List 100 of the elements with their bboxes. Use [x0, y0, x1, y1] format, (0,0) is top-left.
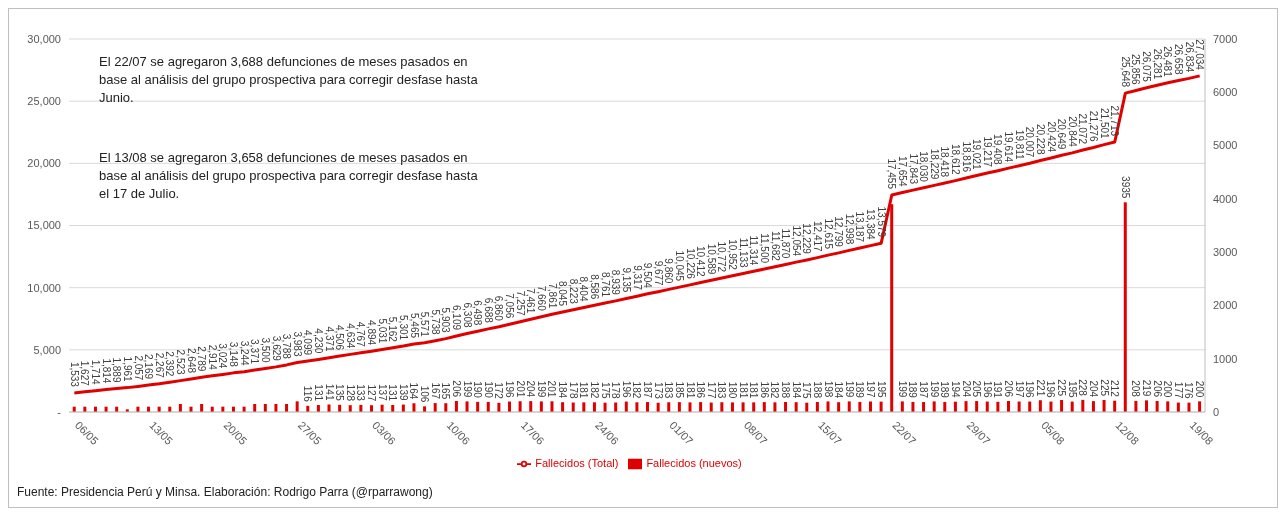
data-label: 3,148: [228, 341, 240, 368]
data-label: 116: [302, 385, 314, 403]
bar: [964, 401, 968, 412]
data-label: 199: [461, 380, 473, 398]
data-label: 4,634: [344, 323, 356, 349]
bar: [454, 401, 458, 412]
data-label: 201: [514, 380, 526, 398]
bar: [465, 401, 469, 412]
data-label: 206: [450, 380, 462, 398]
data-label: 7,056: [504, 293, 516, 319]
bar: [529, 401, 533, 412]
data-label: 9,135: [620, 267, 632, 293]
data-label: 4,767: [355, 321, 367, 348]
bar: [815, 401, 819, 412]
data-label: 2,914: [206, 344, 218, 371]
data-label: 191: [992, 381, 1004, 399]
data-label: 199: [928, 380, 940, 398]
bar: [348, 405, 352, 412]
data-label: 1,533: [68, 361, 80, 388]
data-label: 178: [610, 381, 622, 399]
y2-tick-label: 5000: [1213, 139, 1238, 152]
bar: [943, 401, 947, 412]
data-label: 8,939: [610, 269, 622, 296]
data-label: 164: [408, 382, 420, 400]
y-tick-label: 20,000: [27, 157, 61, 170]
data-label: 3,788: [281, 333, 293, 360]
data-label: 187: [918, 381, 930, 399]
data-label: 135: [334, 384, 346, 402]
data-label: 27,034: [1194, 39, 1206, 71]
data-label: 3,983: [291, 331, 303, 357]
data-label: 200: [1194, 380, 1206, 398]
data-label: 2,523: [174, 349, 186, 376]
data-label: 187: [642, 381, 654, 399]
data-label: 182: [631, 381, 643, 399]
bar: [582, 402, 586, 412]
data-label: 225: [1098, 379, 1110, 397]
data-label: 196: [504, 380, 516, 398]
data-label: 18,229: [928, 148, 940, 180]
data-label: 175: [801, 381, 813, 400]
data-label: 137: [376, 384, 388, 402]
data-label: 7,461: [525, 288, 537, 314]
data-label: 4,099: [302, 330, 314, 356]
data-label: 21,072: [1077, 113, 1089, 145]
data-label: 199: [896, 380, 908, 398]
data-label: 182: [769, 381, 781, 399]
data-label: 4,506: [334, 324, 346, 351]
data-label: 190: [472, 381, 484, 399]
data-label: 190: [482, 381, 494, 399]
data-label: 106: [419, 385, 431, 403]
bar: [1198, 401, 1202, 412]
data-label: 189: [939, 381, 951, 399]
data-label: 181: [578, 381, 590, 399]
bar: [794, 402, 798, 412]
data-label: 9,860: [663, 258, 675, 284]
bar: [1145, 400, 1149, 412]
data-label: 196: [1024, 380, 1036, 398]
bar: [741, 402, 745, 412]
data-label: 5,031: [376, 318, 388, 344]
data-label: 18,816: [960, 141, 972, 173]
data-label: 12,799: [833, 216, 845, 248]
bar: [752, 402, 756, 412]
data-label: 184: [557, 381, 569, 399]
bar: [295, 401, 299, 412]
data-label: 10,772: [716, 241, 728, 273]
data-label: 131: [387, 384, 399, 402]
data-label: 17,455: [886, 158, 898, 190]
data-label: 3,024: [217, 343, 229, 369]
data-label: 1,814: [100, 358, 112, 384]
data-label: 186: [758, 381, 770, 399]
data-label: 2,789: [196, 346, 208, 372]
data-label: 10,412: [695, 245, 707, 277]
data-label: 3,371: [249, 339, 261, 365]
data-label: 195: [875, 380, 887, 399]
data-label: 219: [1141, 379, 1153, 397]
data-label: 21,276: [1088, 110, 1100, 142]
bar: [1060, 400, 1064, 412]
bar: [646, 402, 650, 412]
data-label: 8,586: [589, 274, 601, 300]
data-label: 181: [684, 381, 696, 399]
source-note: Fuente: Presidencia Perú y Minsa. Elaboración: Rodrigo Parra (@rparrawong): [17, 485, 433, 499]
data-label: 20,007: [1024, 126, 1036, 158]
data-label: 4,371: [323, 326, 335, 353]
data-label: 5,738: [429, 309, 441, 336]
bar: [975, 401, 979, 412]
data-label: 184: [833, 381, 845, 399]
data-label: 172: [493, 382, 505, 400]
data-label: 1,714: [90, 359, 102, 386]
data-label: 20,844: [1066, 116, 1078, 148]
bar: [1155, 401, 1159, 412]
y2-tick-label: 0: [1213, 405, 1220, 418]
y2-tick-label: 6000: [1213, 86, 1238, 99]
data-label: 3935: [1119, 176, 1131, 199]
data-label: 131: [312, 384, 324, 402]
y-tick-label: 15,000: [27, 219, 61, 232]
y2-tick-label: 2000: [1213, 299, 1238, 312]
data-label: 189: [854, 381, 866, 399]
data-label: 26,834: [1183, 41, 1195, 73]
data-label: 1,961: [121, 356, 133, 383]
bar: [539, 401, 543, 412]
data-label: 6,860: [493, 295, 505, 322]
